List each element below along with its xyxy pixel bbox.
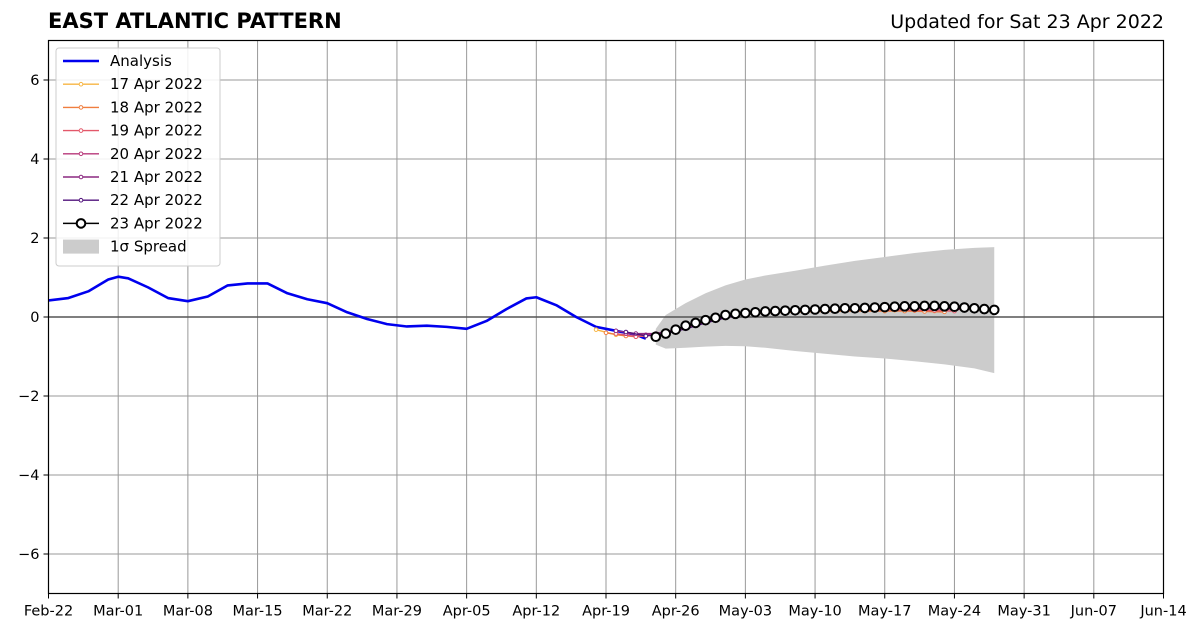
forecast-point xyxy=(730,308,741,320)
legend-entry: 17 Apr 2022 xyxy=(63,75,203,93)
legend-label: 17 Apr 2022 xyxy=(110,75,203,93)
forecast-point xyxy=(988,304,1000,316)
legend-entry: 1σ Spread xyxy=(63,238,187,256)
legend-entry: 23 Apr 2022 xyxy=(63,214,203,232)
forecast-point xyxy=(939,301,950,312)
x-tick-label: May-10 xyxy=(788,604,841,620)
legend-marker xyxy=(78,105,84,110)
chart-title: EAST ATLANTIC PATTERN xyxy=(48,9,342,33)
y-tick-label: 0 xyxy=(30,310,39,326)
forecast-point xyxy=(750,306,761,318)
x-tick-label: Feb-22 xyxy=(24,604,73,620)
forecast-point xyxy=(710,312,721,324)
legend-label: Analysis xyxy=(110,52,172,70)
forecast-point xyxy=(740,307,751,319)
legend-label: 1σ Spread xyxy=(110,238,187,256)
forecast-point xyxy=(720,309,731,321)
legend-label: 20 Apr 2022 xyxy=(110,145,203,163)
x-tick-label: May-03 xyxy=(719,604,772,620)
y-tick-label: 4 xyxy=(30,152,39,168)
forecast-point xyxy=(799,304,811,316)
forecast-point xyxy=(959,302,970,313)
forecast-point xyxy=(593,327,599,332)
legend-entry: 18 Apr 2022 xyxy=(63,98,203,116)
legend-marker xyxy=(78,128,84,133)
x-tick-label: Jun-07 xyxy=(1070,604,1117,620)
legend-marker xyxy=(78,197,84,203)
forecast-point xyxy=(603,330,609,336)
x-tick-label: May-17 xyxy=(858,604,911,620)
x-tick-label: Apr-19 xyxy=(582,604,630,620)
forecast-point xyxy=(859,302,871,314)
forecast-point xyxy=(769,305,781,317)
x-tick-label: May-31 xyxy=(997,604,1050,620)
legend-marker xyxy=(78,174,84,180)
x-tick-label: Mar-15 xyxy=(233,604,283,620)
forecast-point xyxy=(623,329,629,335)
forecast-point xyxy=(613,328,619,334)
forecast-series xyxy=(650,300,1000,343)
x-tick-label: Mar-08 xyxy=(163,604,213,620)
x-tick-label: Apr-26 xyxy=(652,604,700,620)
forecast-point xyxy=(670,324,681,335)
forecast-point xyxy=(789,304,801,316)
legend-swatch xyxy=(63,239,99,254)
forecast-point xyxy=(643,333,649,339)
legend-entry: 21 Apr 2022 xyxy=(63,168,203,186)
forecast-point xyxy=(929,300,940,312)
legend-entry: Analysis xyxy=(63,52,172,70)
legend-marker xyxy=(75,218,87,229)
forecast-point xyxy=(899,301,910,312)
legend: Analysis 17 Apr 2022 18 Apr 2022 19 Apr 202… xyxy=(55,47,221,267)
x-tick-label: Mar-01 xyxy=(93,604,143,620)
legend-entry: 20 Apr 2022 xyxy=(63,145,203,163)
forecast-point xyxy=(690,317,701,329)
forecast-point xyxy=(849,303,861,314)
forecast-point xyxy=(819,303,831,315)
plot-area xyxy=(48,247,1164,374)
forecast-point xyxy=(839,303,851,314)
y-tick-label: −2 xyxy=(18,389,39,405)
legend-label: 23 Apr 2022 xyxy=(110,214,203,232)
legend-label: 21 Apr 2022 xyxy=(110,168,203,186)
y-tick-label: 6 xyxy=(30,73,39,89)
forecast-point xyxy=(809,304,821,315)
forecast-point xyxy=(660,328,672,339)
x-tick-label: May-24 xyxy=(928,604,981,620)
analysis-line xyxy=(48,275,647,340)
forecast-point xyxy=(979,303,990,315)
legend-box xyxy=(55,47,221,267)
x-tick-label: Apr-05 xyxy=(443,604,491,620)
y-tick-label: −4 xyxy=(18,468,39,484)
forecast-point xyxy=(759,306,771,317)
legend-label: 19 Apr 2022 xyxy=(110,122,203,140)
forecast-point xyxy=(650,331,662,343)
y-tick-label: 2 xyxy=(30,231,39,247)
forecast-point xyxy=(700,314,711,326)
legend-marker xyxy=(78,81,84,87)
forecast-point xyxy=(829,303,841,315)
forecast-point xyxy=(869,302,881,313)
x-tick-label: Mar-22 xyxy=(302,604,352,620)
legend-entry: 22 Apr 2022 xyxy=(63,191,203,209)
legend-label: 22 Apr 2022 xyxy=(110,191,203,209)
forecast-point xyxy=(919,300,930,312)
forecast-point xyxy=(889,301,901,313)
forecast-point xyxy=(909,301,920,312)
y-tick-label: −6 xyxy=(18,547,39,563)
x-tick-label: Mar-29 xyxy=(372,604,422,620)
chart-subtitle: Updated for Sat 23 Apr 2022 xyxy=(890,11,1164,33)
x-tick-label: Jun-14 xyxy=(1139,604,1186,620)
forecast-point xyxy=(949,301,960,313)
forecast-point xyxy=(879,301,891,313)
x-tick-label: Apr-12 xyxy=(512,604,560,620)
legend-entry: 19 Apr 2022 xyxy=(63,122,203,140)
legend-label: 18 Apr 2022 xyxy=(110,98,203,116)
forecast-point xyxy=(779,305,791,316)
forecast-point xyxy=(969,303,980,314)
legend-marker xyxy=(78,151,84,157)
forecast-point xyxy=(680,320,691,331)
